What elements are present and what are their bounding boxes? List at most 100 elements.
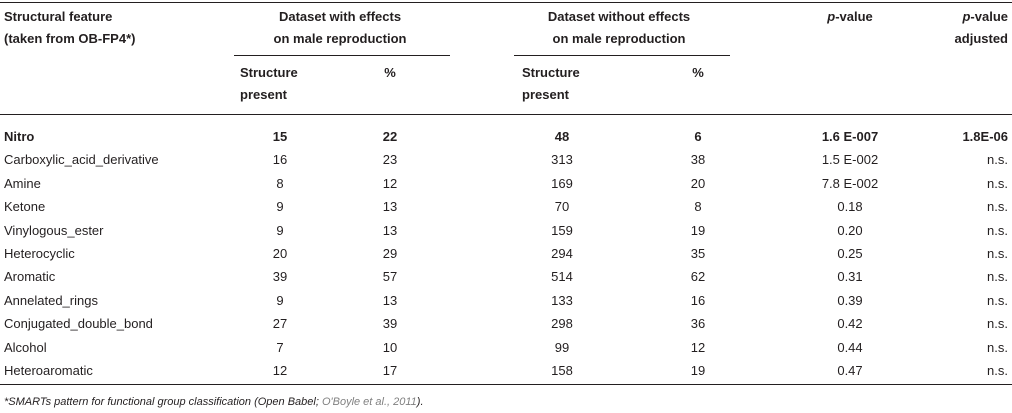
cell-feature: Nitro: [4, 129, 35, 144]
cell-p: 1.6 E-007: [821, 129, 879, 144]
cell-with-present: 39: [272, 269, 288, 285]
cell-with-pct: 10: [382, 339, 398, 355]
cell-feature: Amine: [4, 175, 41, 191]
without-effects-underline: [514, 55, 730, 56]
cell-feature: Conjugated_double_bond: [4, 316, 153, 332]
cell-p: 1.5 E-002: [821, 152, 879, 168]
header-without-structure-line2: present: [522, 87, 569, 102]
header-p-adj-line2: adjusted: [954, 31, 1008, 46]
cell-p: 0.39: [837, 292, 863, 308]
footnote: *SMARTs pattern for functional group cla…: [4, 396, 424, 408]
header-structural-feature-line1: Structural feature: [4, 9, 113, 24]
cell-without-pct: 12: [690, 339, 706, 355]
header-without-effects: Dataset without effects on male reproduc…: [508, 6, 730, 50]
cell-without-pct: 16: [690, 292, 706, 308]
header-without-effects-line2: on male reproduction: [552, 31, 686, 46]
cell-p-adj: n.s.: [987, 175, 1008, 191]
cell-p: 0.25: [837, 246, 863, 261]
cell-p-adj: n.s.: [987, 246, 1008, 261]
header-with-effects: Dataset with effects on male reproductio…: [230, 6, 450, 50]
cell-without-pct: 20: [690, 175, 706, 191]
cell-p: 7.8 E-002: [821, 175, 879, 191]
cell-p: 0.47: [837, 363, 863, 378]
cell-without-pct: 8: [694, 199, 702, 215]
cell-with-present: 12: [272, 363, 288, 378]
cell-p: 0.42: [837, 316, 863, 332]
cell-without-present: 99: [554, 339, 570, 355]
cell-with-present: 7: [276, 339, 284, 355]
cell-without-present: 70: [554, 199, 570, 215]
cell-p: 0.44: [837, 339, 863, 355]
header-with-effects-line2: on male reproduction: [273, 31, 407, 46]
cell-with-present: 9: [276, 292, 284, 308]
cell-with-pct: 13: [382, 222, 398, 238]
header-p-value: p-value: [810, 6, 890, 28]
cell-feature: Ketone: [4, 199, 46, 215]
header-p-value-italic: p: [827, 9, 836, 24]
header-with-percent: %: [384, 65, 396, 80]
cell-with-pct: 39: [382, 316, 398, 332]
header-without-effects-line1: Dataset without effects: [547, 9, 691, 24]
header-structural-feature: Structural feature (taken from OB-FP4*): [4, 6, 135, 50]
cell-with-present: 27: [272, 316, 288, 332]
header-p-value-adjusted: p-value adjusted: [910, 6, 1008, 50]
cell-with-pct: 12: [382, 175, 398, 191]
cell-with-pct: 22: [382, 129, 398, 144]
cell-with-present: 9: [276, 222, 284, 238]
cell-feature: Vinylogous_ester: [4, 222, 104, 238]
cell-p-adj: n.s.: [987, 339, 1008, 355]
cell-p-adj: n.s.: [987, 152, 1008, 168]
cell-p-adj: n.s.: [987, 363, 1008, 378]
header-without-percent: %: [692, 65, 704, 80]
cell-without-present: 294: [551, 246, 573, 261]
cell-p: 0.31: [837, 269, 863, 285]
cell-with-pct: 13: [382, 292, 398, 308]
cell-without-pct: 38: [690, 152, 706, 168]
cell-without-pct: 6: [694, 129, 702, 144]
footnote-text: *SMARTs pattern for functional group cla…: [4, 396, 322, 408]
cell-without-present: 159: [551, 222, 573, 238]
cell-without-pct: 35: [690, 246, 706, 261]
cell-feature: Carboxylic_acid_derivative: [4, 152, 159, 168]
cell-with-present: 9: [276, 199, 284, 215]
header-structural-feature-line2: (taken from OB-FP4*): [4, 31, 136, 46]
cell-without-pct: 19: [690, 222, 706, 238]
cell-feature: Annelated_rings: [4, 292, 98, 308]
footnote-reference[interactable]: O'Boyle et al., 2011: [321, 396, 417, 408]
cell-with-present: 20: [272, 246, 288, 261]
cell-with-present: 16: [272, 152, 288, 168]
footnote-end: ).: [416, 396, 424, 408]
header-without-structure-present: Structure present: [522, 62, 580, 106]
cell-with-pct: 57: [382, 269, 398, 285]
header-p-adj-rest: -value: [970, 9, 1008, 24]
header-p-adj-italic: p: [962, 9, 971, 24]
cell-p-adj: n.s.: [987, 222, 1008, 238]
bottom-rule: [0, 384, 1012, 385]
header-p-value-rest: -value: [835, 9, 873, 24]
cell-with-pct: 17: [382, 363, 398, 378]
cell-feature: Alcohol: [4, 339, 47, 355]
cell-without-present: 313: [551, 152, 573, 168]
cell-with-pct: 13: [382, 199, 398, 215]
cell-without-present: 169: [551, 175, 573, 191]
cell-p-adj: n.s.: [987, 292, 1008, 308]
cell-with-present: 8: [276, 175, 284, 191]
with-effects-underline: [234, 55, 450, 56]
cell-without-pct: 36: [690, 316, 706, 332]
cell-feature: Aromatic: [4, 269, 56, 285]
cell-without-present: 158: [551, 363, 573, 378]
cell-without-pct: 62: [690, 269, 706, 285]
cell-without-present: 48: [554, 129, 570, 144]
cell-p-adj: n.s.: [987, 316, 1008, 332]
cell-feature: Heteroaromatic: [4, 363, 93, 378]
cell-without-present: 514: [551, 269, 573, 285]
header-with-effects-line1: Dataset with effects: [278, 9, 402, 24]
cell-with-present: 15: [272, 129, 288, 144]
cell-without-present: 298: [551, 316, 573, 332]
cell-p-adj: 1.8E-06: [962, 129, 1008, 144]
cell-p: 0.20: [837, 222, 863, 238]
header-without-structure-line1: Structure: [522, 65, 580, 80]
cell-with-pct: 29: [382, 246, 398, 261]
cell-p-adj: n.s.: [987, 199, 1008, 215]
header-with-structure-present: Structure present: [240, 62, 298, 106]
